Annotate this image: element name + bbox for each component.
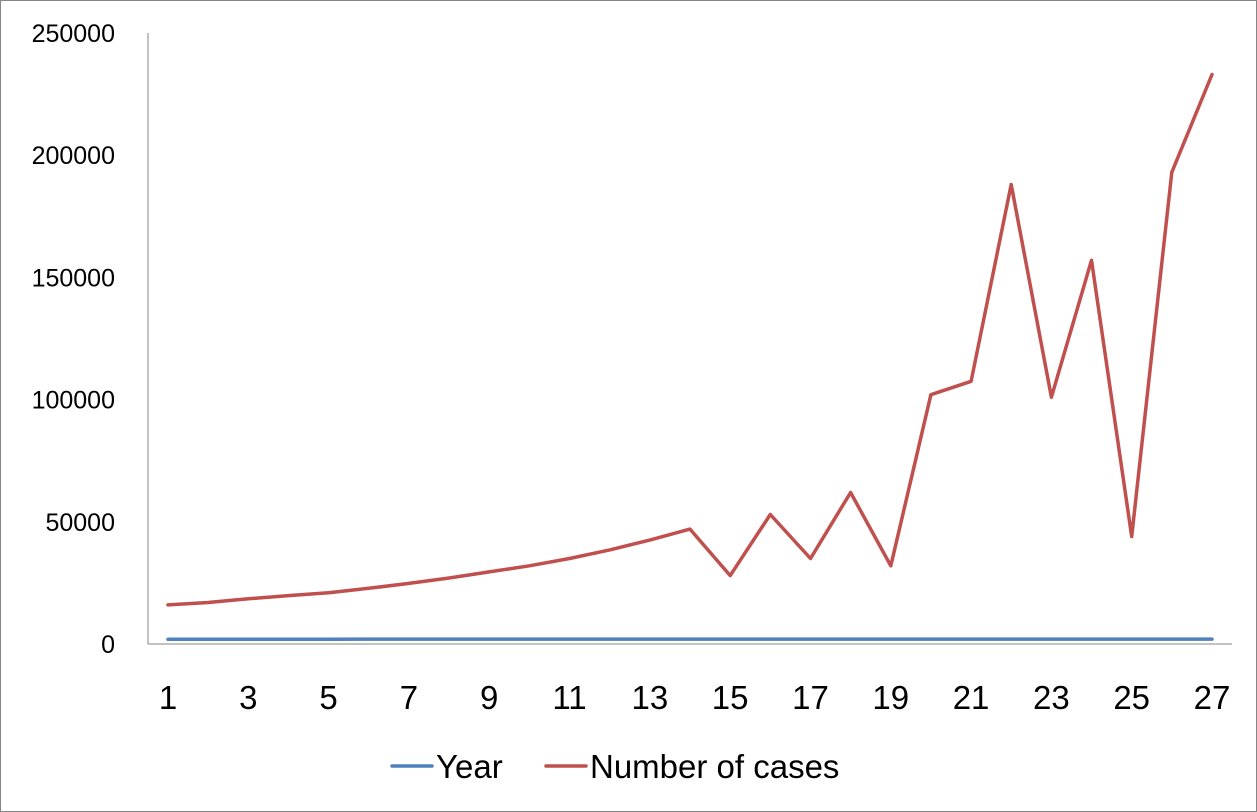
axes bbox=[147, 33, 1232, 645]
y-tick-label: 0 bbox=[101, 631, 115, 659]
x-tick-labels: 1 3 5 7 9 11 13 15 17 19 21 23 25 27 bbox=[159, 679, 1231, 716]
series-lines bbox=[166, 72, 1214, 641]
series-line-number-of-cases bbox=[166, 72, 1214, 607]
legend: Year Number of cases bbox=[390, 748, 839, 785]
x-tick-label: 7 bbox=[400, 679, 418, 716]
x-tick-label: 3 bbox=[239, 679, 257, 716]
y-tick-label: 50000 bbox=[45, 509, 115, 537]
x-tick-label: 15 bbox=[712, 679, 749, 716]
legend-label: Number of cases bbox=[590, 748, 839, 785]
x-tick-label: 5 bbox=[319, 679, 337, 716]
y-tick-labels: 0 50000 100000 150000 200000 250000 bbox=[32, 20, 115, 659]
x-tick-label: 27 bbox=[1194, 679, 1231, 716]
y-tick-label: 100000 bbox=[32, 387, 115, 415]
x-tick-label: 1 bbox=[159, 679, 177, 716]
y-tick-label: 250000 bbox=[32, 20, 115, 48]
x-tick-label: 25 bbox=[1113, 679, 1150, 716]
x-tick-label: 9 bbox=[480, 679, 498, 716]
y-tick-label: 150000 bbox=[32, 264, 115, 292]
x-tick-label: 23 bbox=[1033, 679, 1070, 716]
x-tick-label: 13 bbox=[631, 679, 668, 716]
legend-label: Year bbox=[436, 748, 503, 785]
x-tick-label: 11 bbox=[552, 679, 586, 716]
x-tick-label: 21 bbox=[953, 679, 990, 716]
x-tick-label: 17 bbox=[792, 679, 829, 716]
x-tick-label: 19 bbox=[872, 679, 909, 716]
y-tick-label: 200000 bbox=[32, 142, 115, 170]
